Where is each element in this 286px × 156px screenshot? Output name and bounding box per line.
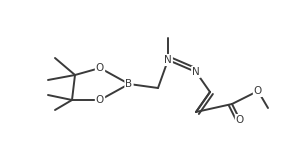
- Text: O: O: [96, 95, 104, 105]
- Text: B: B: [126, 79, 133, 89]
- Text: O: O: [254, 86, 262, 96]
- Text: N: N: [192, 67, 200, 77]
- Text: O: O: [236, 115, 244, 125]
- Text: O: O: [96, 63, 104, 73]
- Text: N: N: [164, 55, 172, 65]
